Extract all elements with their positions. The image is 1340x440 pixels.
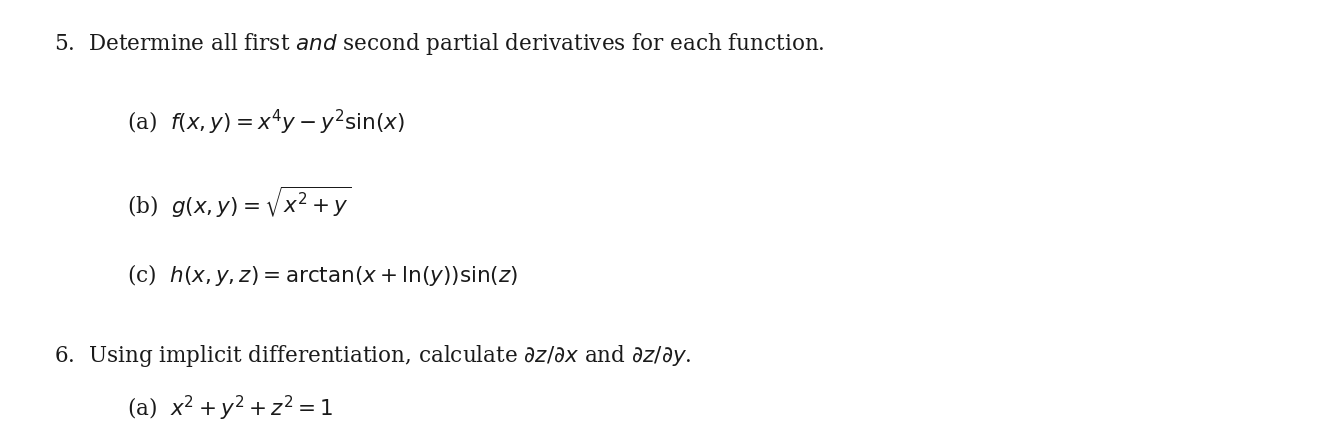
Text: (a)  $x^2 + y^2 + z^2 = 1$: (a) $x^2 + y^2 + z^2 = 1$	[127, 394, 334, 423]
Text: (c)  $h(x, y, z) = \arctan(x + \ln(y))\sin(z)$: (c) $h(x, y, z) = \arctan(x + \ln(y))\si…	[127, 262, 519, 288]
Text: (b)  $g(x, y) = \sqrt{x^2 + y}$: (b) $g(x, y) = \sqrt{x^2 + y}$	[127, 185, 351, 220]
Text: (a)  $f(x, y) = x^4 y - y^2\sin(x)$: (a) $f(x, y) = x^4 y - y^2\sin(x)$	[127, 108, 405, 137]
Text: 5.  Determine all first $and$ second partial derivatives for each function.: 5. Determine all first $and$ second part…	[54, 31, 824, 57]
Text: 6.  Using implicit differentiation, calculate $\partial z/\partial x$ and $\part: 6. Using implicit differentiation, calcu…	[54, 343, 691, 369]
